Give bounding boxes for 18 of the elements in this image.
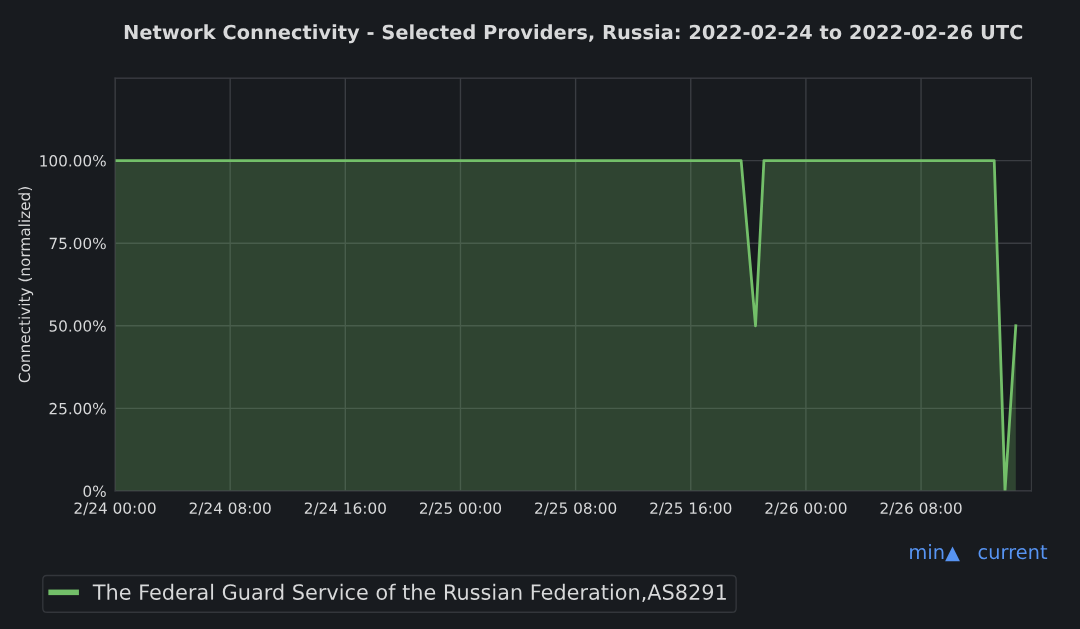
x-tick-label: 2/26 00:00 bbox=[765, 502, 847, 516]
x-tick-label: 2/26 08:00 bbox=[880, 502, 962, 516]
y-tick-label: 75.00% bbox=[49, 237, 106, 250]
legend-label: The Federal Guard Service of the Russian Federation,AS8291 bbox=[92, 583, 726, 603]
y-tick-label: 25.00% bbox=[49, 402, 106, 415]
x-tick-label: 2/24 08:00 bbox=[189, 502, 271, 516]
x-tick-label: 2/25 08:00 bbox=[535, 502, 617, 516]
x-tick-label: 2/25 00:00 bbox=[419, 502, 502, 516]
y-axis-title: Connectivity (normalized) bbox=[18, 187, 34, 383]
x-tick-label: 2/24 16:00 bbox=[304, 502, 386, 516]
text: min▲ bbox=[910, 544, 960, 562]
y-tick-label: 0% bbox=[83, 485, 106, 498]
y-tick-label: 100.00% bbox=[40, 155, 106, 167]
text: current bbox=[978, 545, 1048, 560]
x-tick-label: 2/24 00:00 bbox=[74, 502, 156, 516]
y-tick-label: 50.00% bbox=[49, 320, 106, 332]
chart-title: Network Connectivity - Selected Providers, Russia: 2022-02-24 to 2022-02-26 UTC bbox=[124, 24, 1023, 44]
x-tick-label: 2/25 16:00 bbox=[650, 502, 732, 516]
